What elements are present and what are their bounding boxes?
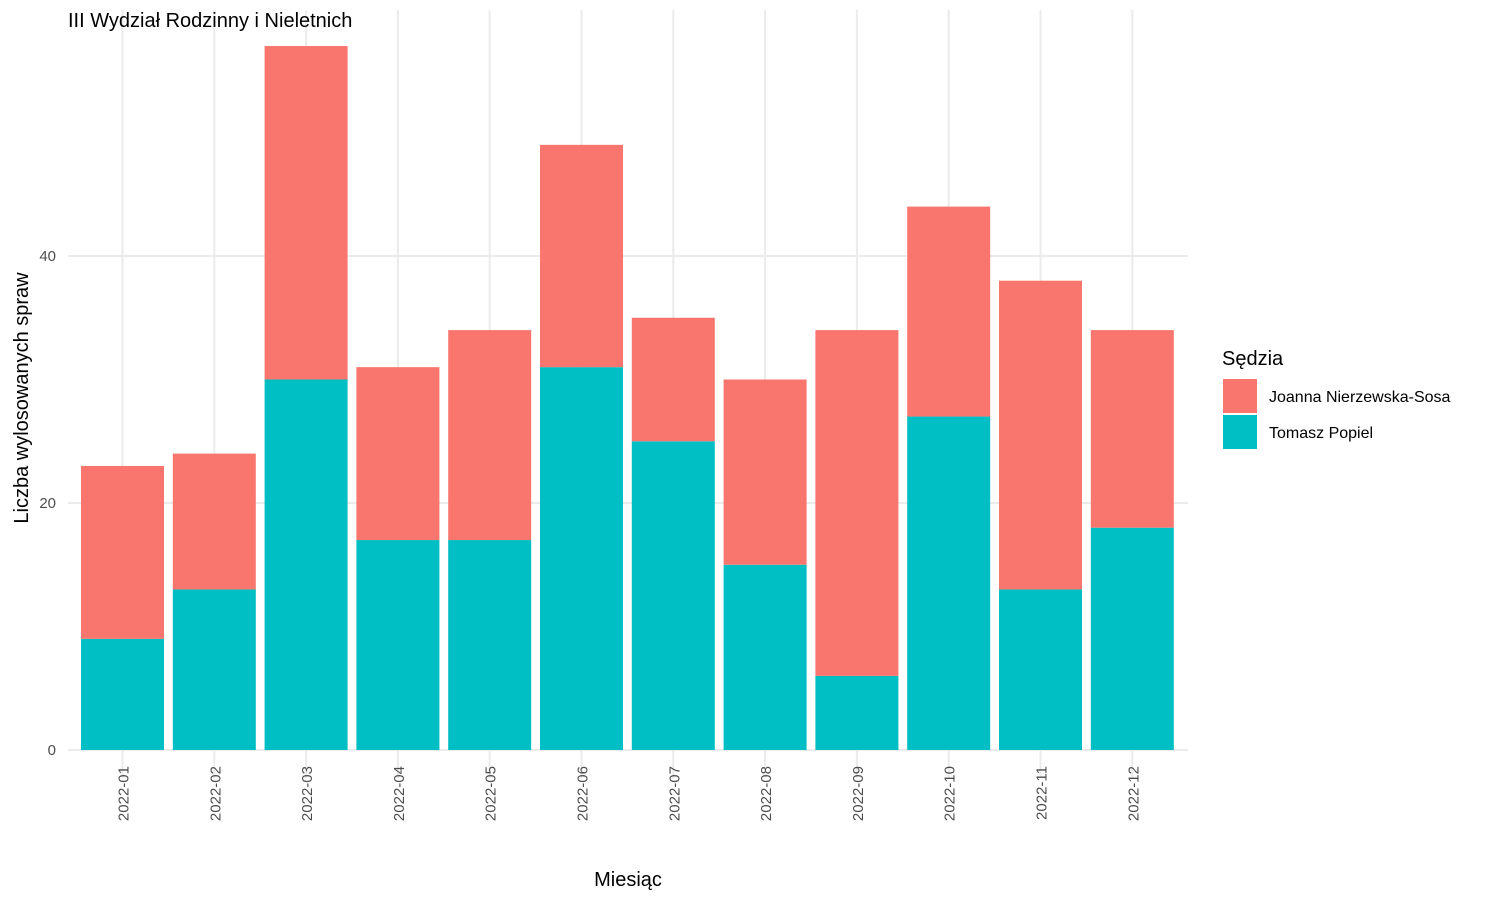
bar-segment — [723, 379, 807, 565]
bar-segment — [723, 564, 807, 750]
y-axis-title: Liczba wylosowanych spraw — [11, 272, 33, 524]
bars-layer — [81, 46, 1174, 750]
bar-segment — [540, 367, 623, 750]
x-tick-label: 2022-08 — [758, 766, 775, 821]
bar-segment — [1090, 527, 1174, 750]
bar-segment — [448, 330, 532, 541]
x-tick-label: 2022-11 — [1034, 766, 1051, 820]
legend-key — [1223, 415, 1257, 449]
legend: Sędzia Joanna Nierzewska-Sosa Tomasz Popi… — [1222, 348, 1451, 449]
bar-segment — [999, 589, 1082, 750]
x-tick-label: 2022-12 — [1125, 766, 1142, 821]
bar-segment — [907, 416, 991, 750]
x-tick-label: 2022-03 — [299, 766, 316, 821]
bar-segment — [81, 465, 164, 639]
bar-segment — [1090, 330, 1174, 528]
x-tick-label: 2022-06 — [575, 766, 592, 821]
x-tick-label: 2022-02 — [207, 766, 224, 821]
bar-segment — [81, 638, 164, 750]
bar-segment — [264, 379, 348, 750]
bar-segment — [631, 441, 715, 750]
x-tick-label: 2022-01 — [116, 766, 133, 821]
bar-segment — [631, 317, 715, 442]
x-tick-label: 2022-10 — [942, 766, 959, 821]
x-axis-ticks: 2022-01 2022-02 2022-03 2022-04 2022-05 2022-… — [116, 766, 1143, 821]
y-tick-label: 20 — [39, 495, 56, 512]
bar-segment — [999, 280, 1082, 590]
x-tick-label: 2022-05 — [483, 766, 500, 821]
y-axis-ticks: 0 20 40 — [39, 248, 56, 759]
bar-segment — [540, 144, 623, 368]
bar-segment — [356, 367, 440, 541]
y-tick-label: 40 — [39, 248, 56, 265]
legend-title: Sędzia — [1222, 348, 1284, 370]
x-tick-label: 2022-09 — [850, 766, 867, 821]
chart-title: III Wydział Rodzinny i Nieletnich — [68, 10, 352, 32]
y-tick-label: 0 — [48, 742, 56, 759]
legend-label: Joanna Nierzewska-Sosa — [1269, 389, 1451, 406]
bar-segment — [907, 206, 991, 417]
bar-segment — [172, 453, 256, 590]
x-tick-label: 2022-07 — [666, 766, 683, 821]
bar-segment — [815, 330, 899, 676]
legend-key — [1223, 379, 1257, 413]
bar-segment — [264, 46, 348, 380]
x-tick-label: 2022-04 — [391, 766, 408, 821]
x-axis-title: Miesiąc — [594, 869, 662, 891]
bar-segment — [356, 540, 440, 750]
bar-segment — [448, 540, 532, 750]
bar-segment — [815, 675, 899, 750]
legend-label: Tomasz Popiel — [1269, 425, 1373, 442]
bar-segment — [172, 589, 256, 750]
